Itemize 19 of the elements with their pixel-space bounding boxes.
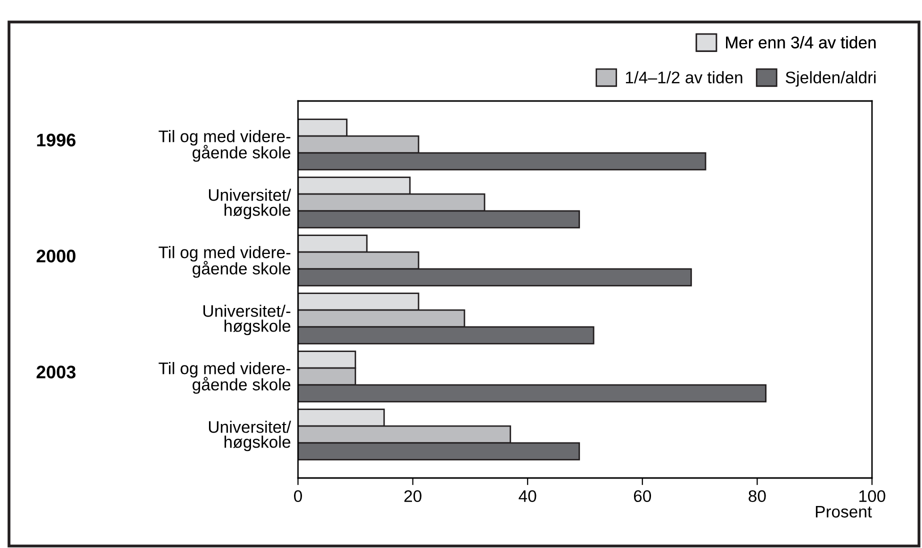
legend-label: Sjelden/aldri (786, 71, 876, 87)
y-tick-label: Til og med videre- gående skole (158, 246, 290, 278)
y-tick-label: Universitet/- høgskole (203, 304, 290, 336)
y-tick-label: Universitet/ høgskole (208, 188, 292, 220)
x-tick-label: 0 (294, 490, 302, 502)
x-tick-label: 100 (859, 490, 886, 502)
y-tick-label: Til og med videre- gående skole (158, 130, 290, 162)
text: 2003 (36, 366, 76, 378)
x-axis-title: Prosent (816, 506, 872, 518)
text: 2000 (36, 250, 76, 262)
legend-label: Mer enn 3/4 av tiden (726, 36, 876, 48)
text: 1996 (37, 134, 76, 146)
x-tick-label: 80 (748, 490, 766, 502)
legend-label: 1/4–1/2 av tiden (626, 71, 742, 84)
x-tick-label: 20 (404, 490, 422, 502)
y-tick-label: Universitet/ høgskole (208, 420, 292, 452)
y-tick-label: Til og med videre- gående skole (158, 362, 290, 394)
x-tick-label: 40 (518, 490, 536, 502)
x-tick-label: 60 (634, 490, 652, 502)
